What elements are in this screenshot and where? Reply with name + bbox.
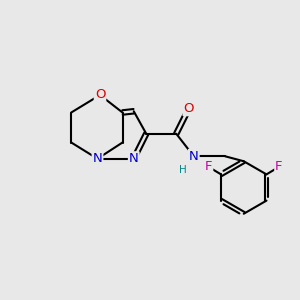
Text: H: H — [178, 165, 186, 175]
Text: F: F — [275, 160, 283, 173]
Text: N: N — [189, 150, 199, 163]
Text: O: O — [184, 102, 194, 115]
Text: N: N — [93, 152, 102, 165]
Text: N: N — [129, 152, 139, 165]
Text: F: F — [205, 160, 212, 173]
Text: O: O — [95, 88, 105, 101]
